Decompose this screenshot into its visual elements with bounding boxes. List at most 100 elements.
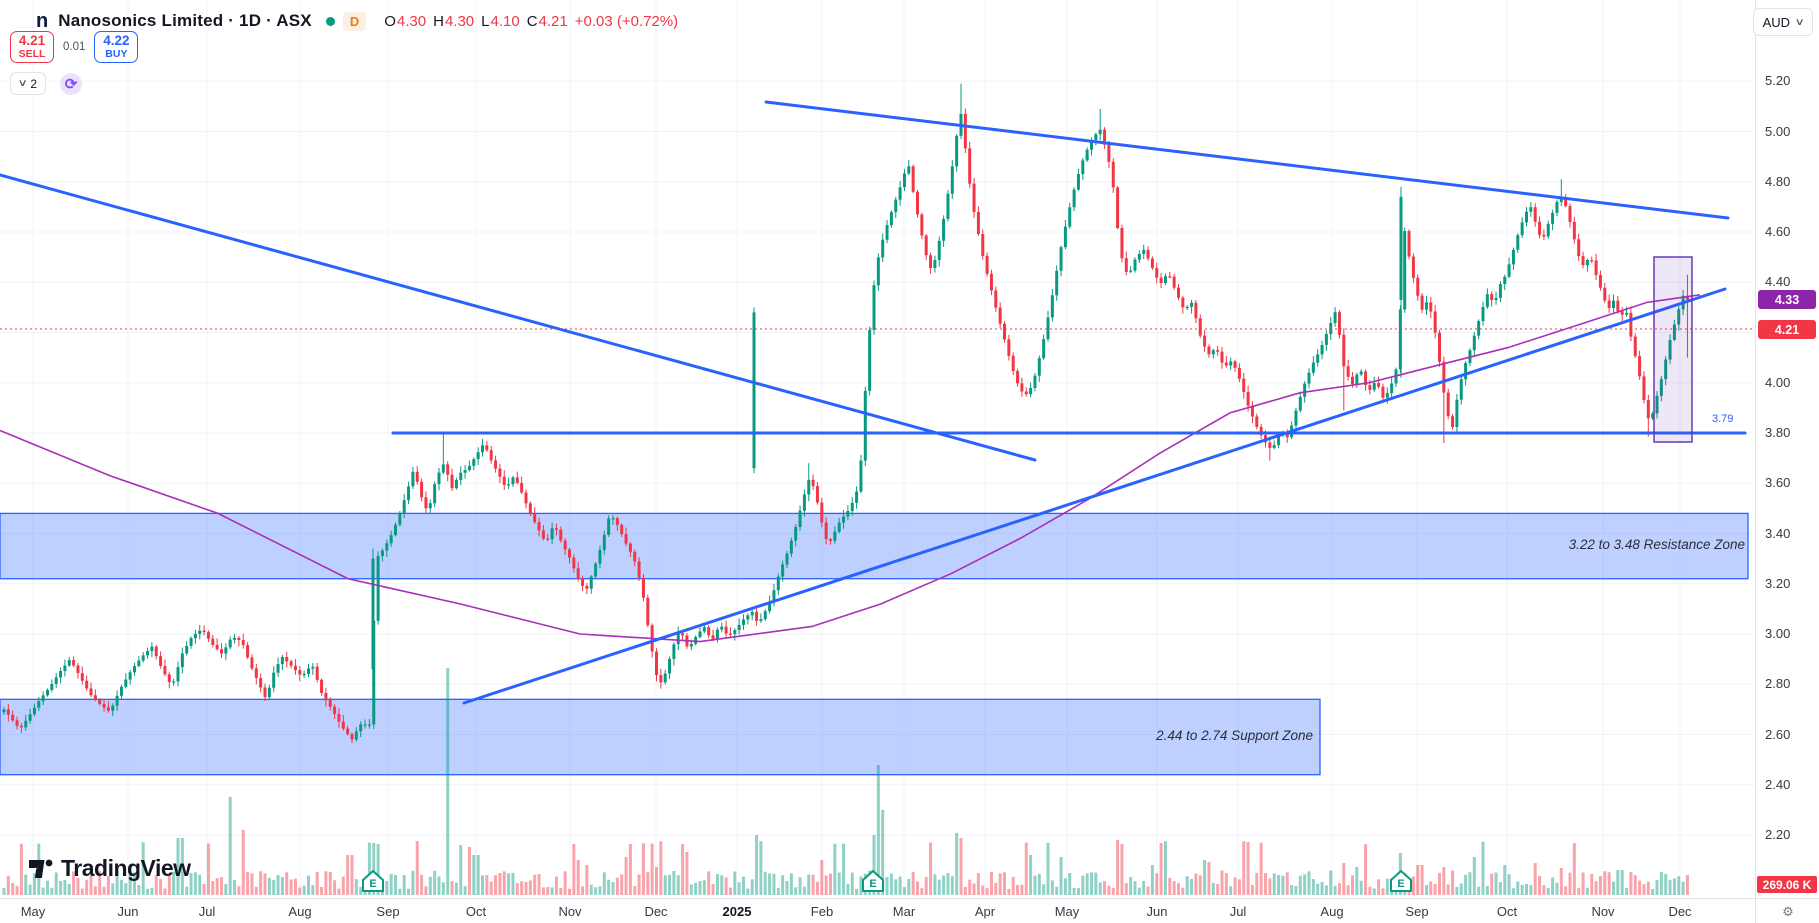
volume-bar	[572, 843, 576, 895]
volume-bar	[1616, 870, 1620, 895]
tradingview-logo[interactable]: TradingView	[28, 855, 191, 882]
candle-body	[585, 585, 589, 589]
volume-bar	[1581, 872, 1585, 895]
candle-body	[820, 502, 824, 523]
volume-bar	[607, 879, 611, 895]
earnings-glyph: E	[869, 878, 876, 890]
candle-body	[1564, 197, 1568, 207]
candle-body	[28, 714, 32, 721]
price-axis[interactable]: 4.33 4.21 269.06 K 5.20 5.00 4.80 4.60 4.40 4…	[1755, 0, 1819, 898]
volume-bar	[1459, 883, 1463, 895]
candle-body	[1616, 300, 1620, 312]
volume-bar	[420, 874, 424, 895]
volume-bar	[815, 881, 819, 895]
candle-body	[228, 639, 232, 648]
volume-bar	[1620, 870, 1624, 895]
sell-button[interactable]: 4.21 SELL	[10, 31, 54, 63]
object-tree-collapse-button[interactable]: ∨ 2	[10, 72, 47, 95]
candle-body	[972, 183, 976, 213]
volume-bar	[141, 842, 145, 895]
volume-bar	[1642, 884, 1646, 895]
time-tick-label: Dec	[1668, 904, 1692, 919]
volume-bar	[1090, 872, 1093, 895]
low-value: 4.10	[490, 12, 520, 30]
volume-bar	[598, 886, 602, 895]
time-tick-label: Mar	[892, 904, 916, 919]
low-label: L	[481, 12, 490, 30]
volume-bar	[220, 877, 223, 895]
interval-badge[interactable]: D	[342, 11, 367, 31]
currency-selector[interactable]: AUD ∨	[1753, 8, 1813, 36]
candle-body	[1303, 383, 1307, 397]
volume-bar	[1598, 875, 1602, 895]
time-axis[interactable]: May Jun Jul Aug Sep Oct Nov Dec 2025 Feb Mar Apr May…	[0, 898, 1819, 923]
secondary-price-label: 4.33	[1758, 290, 1816, 309]
candle-body	[1481, 306, 1485, 322]
candle-body	[1381, 386, 1385, 398]
volume-bar	[1133, 881, 1137, 895]
volume-bar	[433, 870, 437, 895]
volume-bar	[1607, 872, 1611, 895]
candle-body	[898, 187, 902, 200]
candle-body	[407, 486, 411, 501]
volume-bar	[1346, 885, 1350, 895]
candle-body	[1446, 392, 1450, 417]
volume-bar	[172, 871, 176, 895]
candle-body	[1033, 375, 1037, 388]
refresh-icon[interactable]: ⟳	[60, 72, 83, 95]
candle-body	[163, 666, 167, 675]
volume-bar	[646, 872, 650, 895]
support-zone	[0, 698, 1321, 776]
symbol-title[interactable]: Nanosonics Limited · 1D · ASX	[58, 11, 312, 30]
candle-body	[785, 553, 789, 565]
candle-body	[1472, 335, 1476, 351]
volume-bar	[859, 876, 863, 895]
close-label: C	[526, 12, 538, 30]
volume-bar	[1633, 875, 1637, 895]
volume-bar	[794, 887, 798, 895]
volume-bar	[106, 876, 110, 895]
volume-bar	[119, 879, 123, 895]
candle-body	[1533, 207, 1537, 222]
candle-body	[1420, 295, 1424, 310]
axis-settings-gear-icon[interactable]: ⚙	[1755, 898, 1819, 923]
candle-body	[133, 666, 136, 673]
time-tick-label: Aug	[288, 904, 312, 919]
volume-bar	[689, 884, 693, 895]
buy-button[interactable]: 4.22 BUY	[94, 31, 139, 63]
candle-body	[1590, 260, 1594, 262]
candle-body	[193, 633, 197, 639]
volume-bar	[1216, 884, 1220, 895]
candle-body	[1438, 332, 1441, 362]
candle-body	[1585, 260, 1589, 266]
volume-bar	[581, 886, 585, 895]
candle-body	[1011, 355, 1015, 372]
candle-body	[254, 668, 258, 679]
volume-bar	[1555, 882, 1559, 895]
candle-body	[1063, 226, 1067, 248]
candle-body	[172, 681, 176, 683]
candle-body	[746, 615, 750, 620]
candle-body	[1594, 260, 1598, 276]
volume-bar	[541, 887, 545, 895]
candle-body	[233, 637, 237, 640]
candle-body	[850, 502, 854, 512]
volume-bar	[946, 872, 950, 895]
candle-body	[1546, 223, 1550, 237]
volume-bar	[202, 883, 206, 895]
candle-body	[485, 445, 489, 451]
volume-bar	[881, 810, 885, 895]
candle-body	[533, 514, 537, 523]
candle-body	[520, 482, 524, 493]
candle-body	[1551, 212, 1555, 224]
candle-body	[855, 491, 859, 503]
volume-bar	[911, 871, 915, 895]
candle-body	[707, 627, 711, 636]
volume-bar	[1037, 873, 1041, 895]
candle-body	[1668, 339, 1672, 360]
candle-body	[868, 330, 872, 391]
candle-body	[559, 529, 563, 541]
candle-body	[755, 611, 759, 621]
high-label: H	[433, 12, 444, 30]
